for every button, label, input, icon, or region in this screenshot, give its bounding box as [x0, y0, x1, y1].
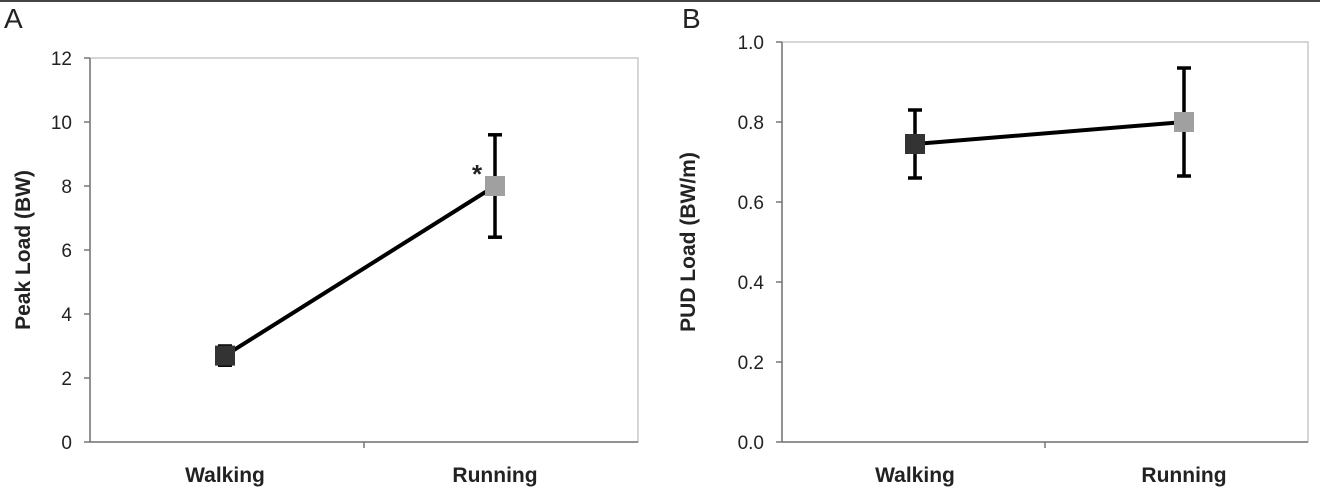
series-line [914, 120, 1185, 146]
y-tick-label: 2 [61, 369, 72, 390]
y-tick-label: 12 [51, 49, 72, 70]
y-ticks-b: 0.0 0.2 0.4 0.6 0.8 1.0 [738, 33, 782, 454]
y-tick-label: 0.4 [738, 273, 765, 294]
data-point-marker [905, 134, 925, 154]
chart-a: A 0 2 4 6 8 10 12 Walking Running Peak Load (BW… [4, 3, 639, 487]
significance-annotation: * [472, 159, 483, 189]
plot-frame-a [89, 57, 639, 443]
y-axis-label-a: Peak Load (BW) [12, 170, 35, 330]
y-tick-label: 0.0 [738, 433, 764, 454]
data-point-marker [215, 345, 235, 366]
data-point-marker [485, 176, 505, 196]
y-ticks-a: 0 2 4 6 8 10 12 [51, 49, 90, 454]
series-a: * [215, 133, 505, 367]
series-line [223, 184, 497, 358]
series-b [905, 66, 1194, 180]
y-tick-label: 6 [61, 241, 72, 262]
y-tick-label: 10 [51, 113, 72, 134]
chart-b: B 0.0 0.2 0.4 0.6 0.8 1.0 Walking Running PUD … [677, 3, 1309, 487]
y-axis-label-b: PUD Load (BW/m) [677, 152, 700, 332]
x-category-label: Running [1141, 464, 1226, 487]
y-tick-label: 0 [61, 433, 72, 454]
y-tick-label: 1.0 [738, 33, 764, 54]
x-category-label: Walking [875, 464, 955, 487]
y-tick-label: 8 [61, 177, 72, 198]
y-tick-label: 4 [61, 305, 72, 326]
y-tick-label: 0.6 [738, 193, 764, 214]
x-categories-b: Walking Running [875, 442, 1227, 487]
x-category-label: Running [452, 464, 537, 487]
y-tick-label: 0.8 [738, 113, 764, 134]
panel-label-b: B [682, 3, 701, 34]
plot-frame-b [781, 41, 1309, 443]
y-tick-label: 0.2 [738, 353, 764, 374]
panel-label-a: A [4, 3, 23, 34]
x-categories-a: Walking Running [185, 442, 538, 487]
data-point-marker [1174, 112, 1194, 132]
x-category-label: Walking [185, 464, 265, 487]
